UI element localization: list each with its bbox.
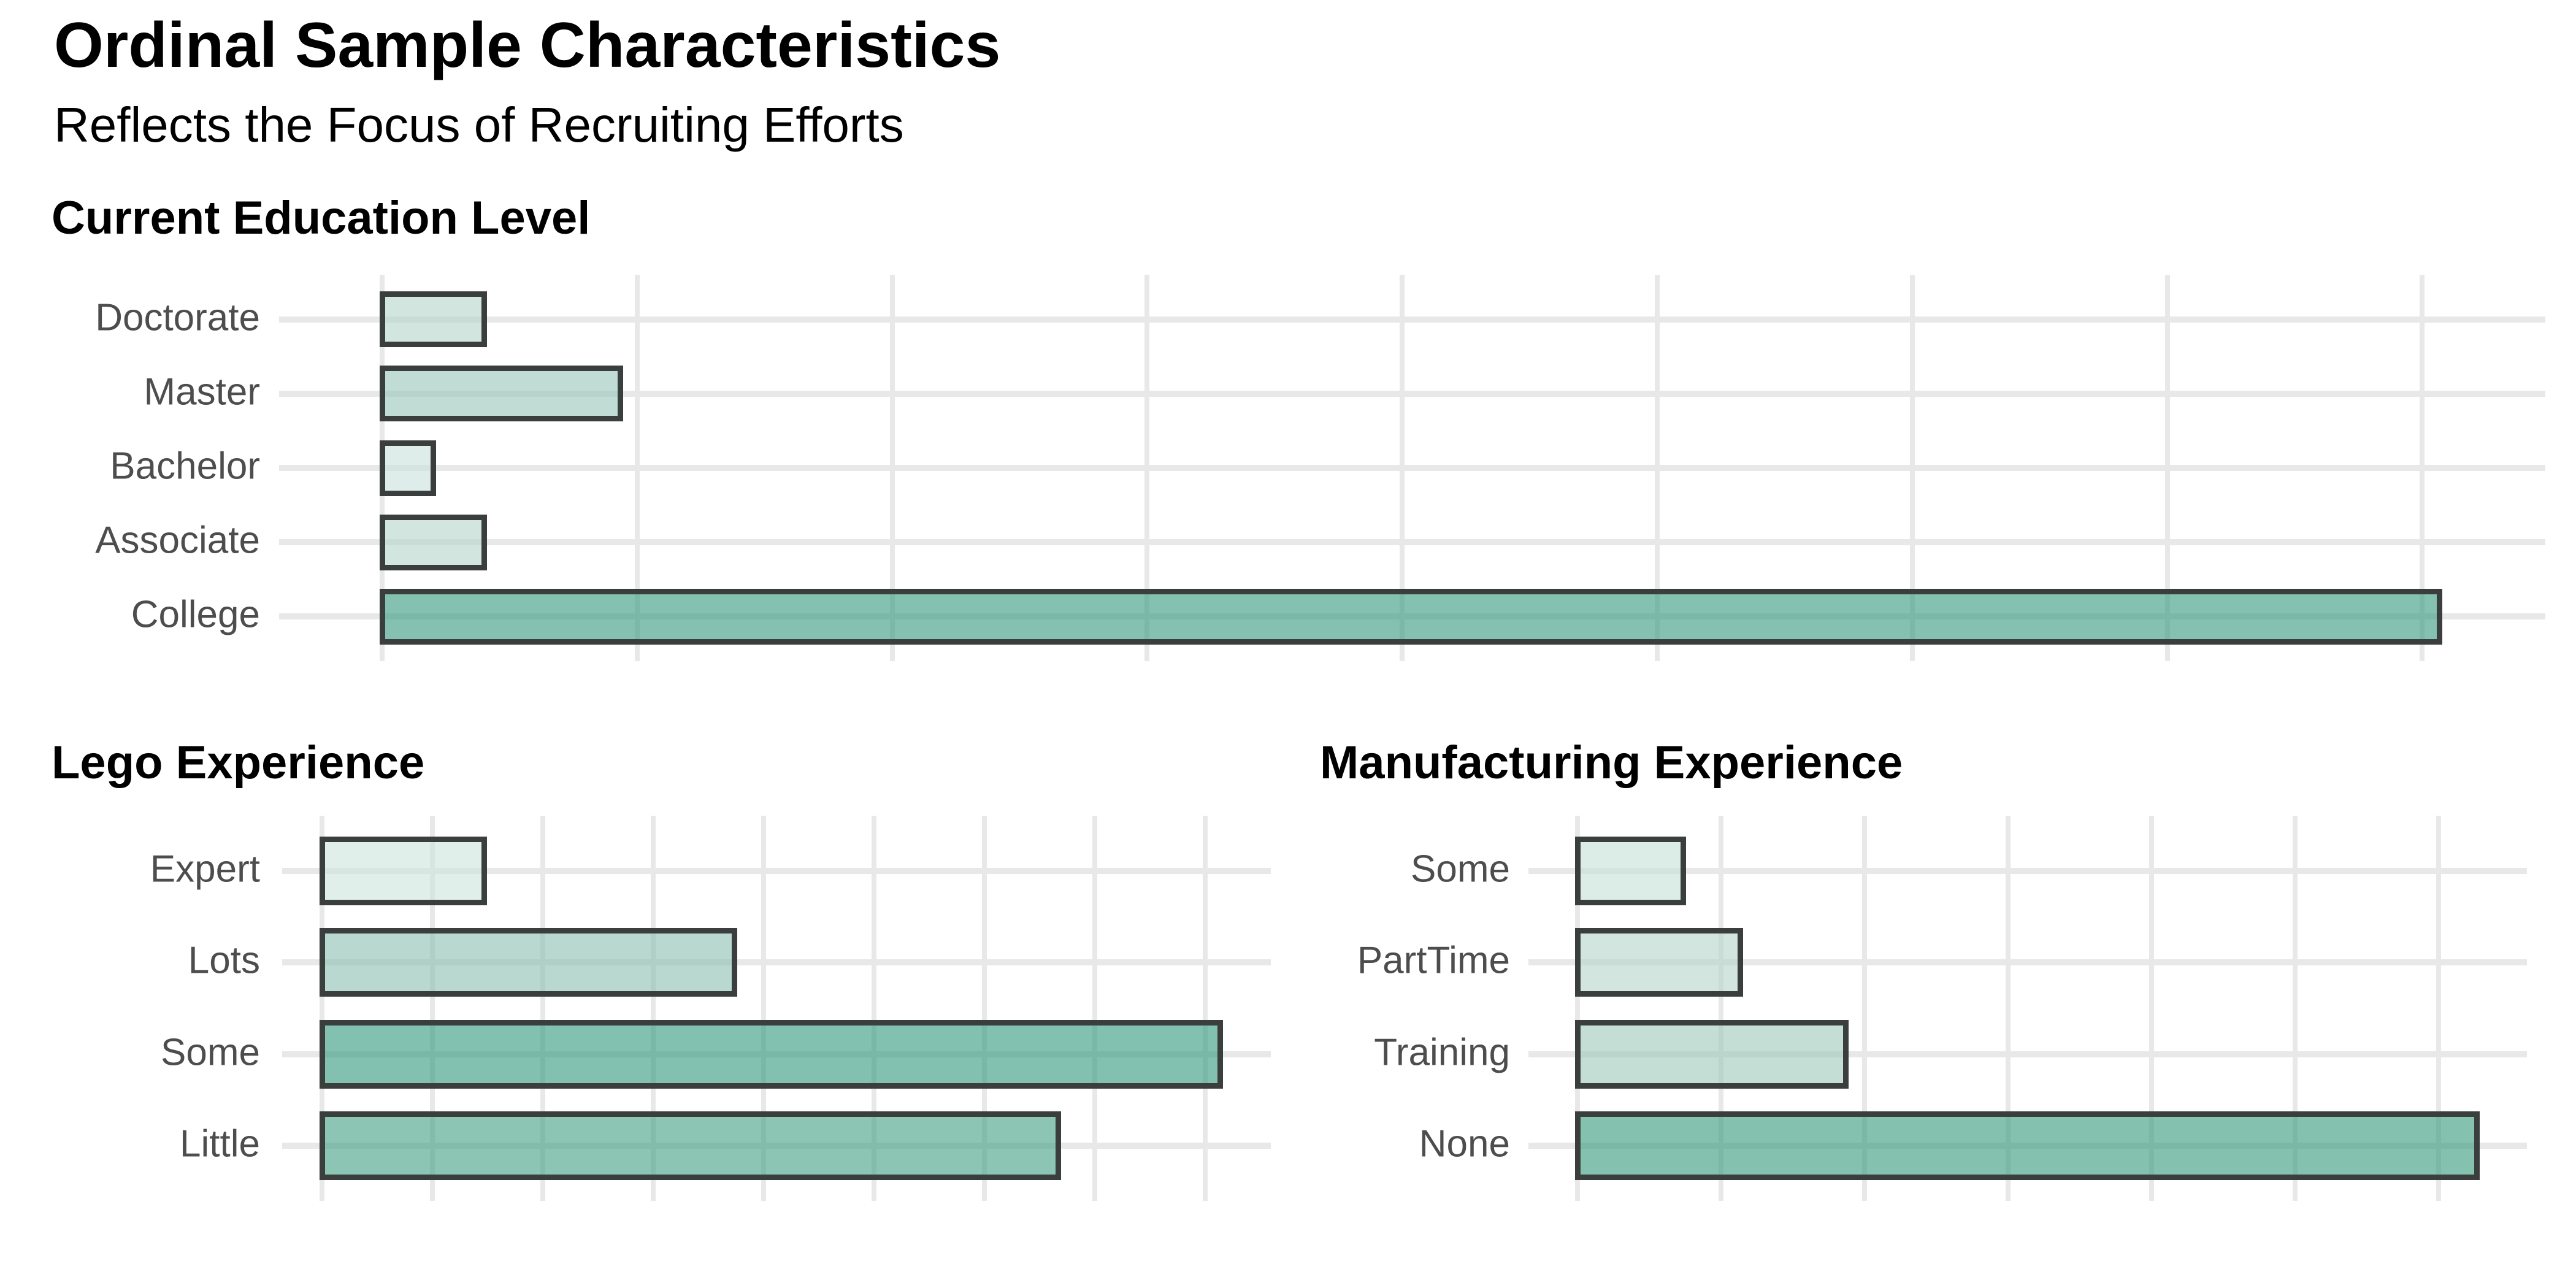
v-gridline <box>2436 816 2441 1201</box>
panel-title-education: Current Education Level <box>52 192 591 244</box>
row-gridline-doctorate <box>279 316 2545 323</box>
bar-expert <box>320 837 487 905</box>
v-gridline <box>761 816 766 1201</box>
bar-bachelor <box>380 440 436 496</box>
label-some: Some <box>161 1031 260 1074</box>
label-training: Training <box>1374 1031 1510 1074</box>
label-parttime: PartTime <box>1357 939 1510 982</box>
row-gridline-training <box>1528 1051 2527 1057</box>
bar-master <box>380 366 623 421</box>
bar-lots <box>320 928 737 997</box>
plot-education <box>279 275 2545 661</box>
label-bachelor: Bachelor <box>110 445 260 488</box>
bar-doctorate <box>380 291 487 347</box>
label-associate: Associate <box>95 519 260 562</box>
label-some: Some <box>1411 848 1510 891</box>
bar-some <box>320 1020 1223 1089</box>
panel-title-lego: Lego Experience <box>52 737 425 789</box>
v-gridline <box>2293 816 2298 1201</box>
bar-training <box>1575 1020 1849 1089</box>
bar-little <box>320 1111 1061 1180</box>
v-gridline <box>320 816 324 1201</box>
v-gridline <box>1862 816 1867 1201</box>
row-gridline-lots <box>282 959 1271 965</box>
v-gridline <box>1203 816 1208 1201</box>
label-college: College <box>131 593 260 636</box>
v-gridline <box>1719 816 1723 1201</box>
v-gridline <box>651 816 656 1201</box>
v-gridline <box>2149 816 2154 1201</box>
v-gridline <box>2006 816 2011 1201</box>
v-gridline <box>982 816 987 1201</box>
plot-lego <box>282 816 1271 1201</box>
bar-college <box>380 589 2442 645</box>
v-gridline <box>1092 816 1097 1201</box>
bar-associate <box>380 515 487 570</box>
bar-some <box>1575 837 1686 905</box>
row-gridline-some <box>1528 868 2527 874</box>
row-gridline-associate <box>279 539 2545 545</box>
label-little: Little <box>180 1122 260 1165</box>
row-gridline-expert <box>282 868 1271 874</box>
figure-subtitle: Reflects the Focus of Recruiting Efforts <box>54 98 904 152</box>
v-gridline <box>430 816 435 1201</box>
label-expert: Expert <box>150 848 260 891</box>
v-gridline <box>540 816 545 1201</box>
v-gridline <box>1575 816 1580 1201</box>
v-gridline <box>872 816 876 1201</box>
label-master: Master <box>144 370 260 413</box>
row-gridline-parttime <box>1528 959 2527 965</box>
label-lots: Lots <box>188 939 260 982</box>
row-gridline-bachelor <box>279 465 2545 471</box>
bar-none <box>1575 1111 2480 1180</box>
row-gridline-master <box>279 391 2545 397</box>
label-doctorate: Doctorate <box>95 296 260 339</box>
panel-title-manufacturing: Manufacturing Experience <box>1320 737 1903 789</box>
bar-parttime <box>1575 928 1743 997</box>
figure-title: Ordinal Sample Characteristics <box>54 10 1001 81</box>
plot-manufacturing <box>1528 816 2527 1201</box>
label-none: None <box>1419 1122 1510 1165</box>
